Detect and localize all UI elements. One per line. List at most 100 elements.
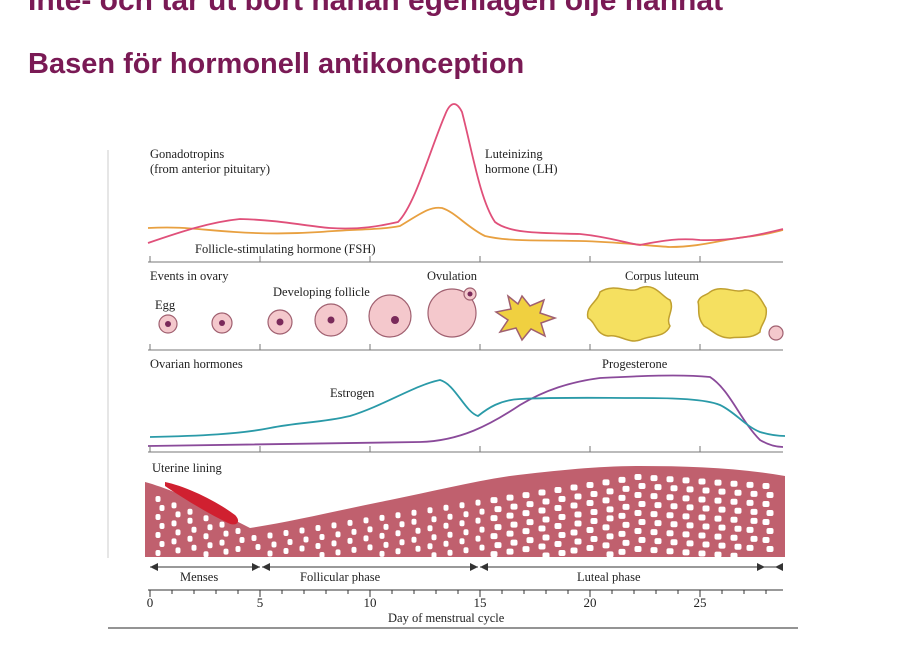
gland-segment	[554, 541, 562, 548]
day-tick-label: 10	[364, 595, 377, 610]
gland-segment	[766, 491, 774, 498]
gland-segment	[634, 528, 642, 534]
gland-segment	[586, 481, 594, 488]
gland-segment	[203, 515, 209, 522]
gland-segment	[175, 547, 181, 554]
gland-segment	[223, 548, 229, 555]
gland-segment	[431, 534, 437, 541]
gland-segment	[718, 524, 726, 531]
x-axis-label: Day of menstrual cycle	[388, 611, 505, 625]
developing-follicle-label: Developing follicle	[273, 285, 370, 299]
gland-segment	[347, 519, 353, 526]
gland-segment	[379, 550, 385, 557]
gland-segment	[299, 527, 305, 534]
gland-segment	[650, 547, 658, 554]
gland-segment	[682, 477, 690, 484]
gland-segment	[479, 508, 485, 515]
gland-segment	[463, 547, 469, 554]
gland-segment	[331, 540, 337, 547]
gland-segment	[554, 487, 562, 494]
gland-segment	[538, 489, 546, 496]
gland-segment	[766, 509, 774, 516]
gland-segment	[431, 552, 437, 559]
gland-segment	[443, 522, 449, 529]
gland-segment	[443, 540, 449, 547]
gland-segment	[315, 524, 321, 531]
gland-segment	[191, 526, 197, 533]
gland-segment	[670, 539, 678, 546]
gland-segment	[718, 488, 726, 495]
gland-segment	[411, 509, 417, 516]
gland-segment	[159, 541, 165, 547]
gland-segment	[622, 521, 630, 528]
gland-segment	[606, 551, 614, 558]
gland-segment	[379, 514, 385, 521]
gland-segment	[590, 490, 598, 497]
uterine-lining-label: Uterine lining	[152, 461, 223, 475]
gland-segment	[510, 503, 518, 510]
gland-segment	[331, 522, 337, 529]
gland-segment	[686, 486, 694, 493]
gland-segment	[574, 520, 582, 527]
gland-segment	[395, 530, 401, 537]
gland-segment	[267, 550, 273, 557]
gland-segment	[223, 530, 229, 537]
gland-segment	[618, 476, 626, 483]
gland-segment	[634, 492, 642, 498]
gland-segment	[479, 544, 485, 551]
gland-segment	[175, 529, 181, 536]
gland-segment	[319, 551, 325, 558]
progesterone-label: Progesterone	[602, 357, 668, 371]
corpus-luteum-label: Corpus luteum	[625, 269, 699, 283]
gland-segment	[538, 525, 546, 532]
gland-segment	[554, 505, 562, 512]
gland-segment	[363, 517, 369, 524]
gland-segment	[459, 538, 465, 545]
fsh-label: Follicle-stimulating hormone (FSH)	[195, 242, 376, 256]
gland-segment	[187, 535, 193, 542]
gland-segment	[698, 532, 706, 539]
gland-segment	[490, 515, 498, 522]
gland-segment	[171, 538, 177, 545]
ovulation-label: Ovulation	[427, 269, 478, 283]
lh-label: Luteinizing	[485, 147, 543, 161]
lining-glands	[155, 474, 774, 559]
gland-segment	[622, 485, 630, 492]
gland-segment	[383, 523, 389, 530]
fsh-curve	[147, 206, 784, 248]
gland-segment	[570, 484, 578, 491]
gland-segment	[522, 510, 530, 517]
gland-segment	[606, 515, 614, 522]
gland-segment	[159, 523, 165, 529]
gland-segment	[155, 550, 161, 556]
gland-segment	[203, 533, 209, 540]
gland-segment	[682, 513, 690, 520]
gland-segment	[730, 516, 738, 523]
day-tick-label: 20	[584, 595, 597, 610]
gland-segment	[766, 527, 774, 534]
estrogen-curve	[149, 379, 786, 438]
gland-segment	[367, 544, 373, 551]
gland-segment	[526, 519, 534, 526]
egg-label: Egg	[155, 298, 176, 312]
gland-segment	[526, 501, 534, 508]
gland-segment	[526, 537, 534, 544]
gland-segment	[574, 511, 582, 518]
gland-segment	[187, 508, 193, 515]
gland-segment	[542, 534, 550, 541]
gland-segment	[351, 546, 357, 553]
gland-segment	[490, 533, 498, 540]
gland-segment	[506, 530, 514, 537]
gland-segment	[746, 526, 754, 533]
corpus-luteum-2	[697, 288, 768, 339]
gland-segment	[638, 519, 646, 525]
gland-segment	[650, 493, 658, 500]
gland-segment	[443, 504, 449, 511]
gland-segment	[155, 514, 161, 520]
gland-segment	[463, 511, 469, 518]
gland-segment	[702, 505, 710, 512]
gland-segment	[570, 529, 578, 536]
gland-segment	[666, 512, 674, 519]
gland-segment	[654, 502, 662, 509]
progesterone-curve	[147, 374, 784, 448]
